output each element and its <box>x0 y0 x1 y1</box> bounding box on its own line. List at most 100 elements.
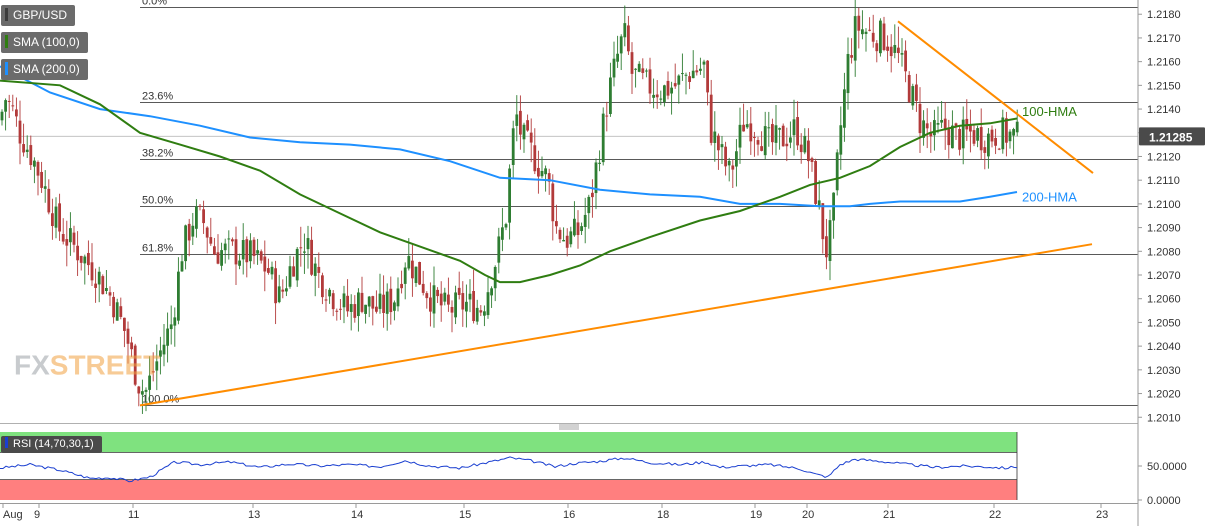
candle-body <box>472 291 475 322</box>
candle-body <box>799 144 803 153</box>
candle-body <box>137 386 141 394</box>
legend-swatch <box>5 8 8 21</box>
candle-body <box>119 306 123 317</box>
candle-body <box>393 302 396 311</box>
candle-body <box>486 292 490 316</box>
legend-instrument[interactable]: GBP/USD <box>1 5 76 26</box>
legend-label: SMA (200,0) <box>13 62 80 76</box>
price-tick-label: 1.2150 <box>1147 80 1181 92</box>
candle-body <box>299 247 303 249</box>
candle-body <box>504 224 508 228</box>
time-tick-label: 20 <box>802 509 814 521</box>
candle-body <box>623 23 627 38</box>
price-tick-label: 1.2010 <box>1147 412 1181 424</box>
candle-body <box>400 283 403 289</box>
candle-body <box>112 296 115 318</box>
candle-body <box>447 294 450 305</box>
candle-body <box>195 206 198 229</box>
candle-body <box>853 16 857 61</box>
candle-body <box>295 248 299 281</box>
candle-body <box>123 317 126 331</box>
candle-body <box>234 239 238 265</box>
rsi-tick-label: 50.0000 <box>1147 461 1187 473</box>
candle-body <box>83 256 87 264</box>
candle-body <box>468 293 472 300</box>
rsi-overbought-zone <box>0 432 1017 453</box>
rsi-legend[interactable]: RSI (14,70,30,1) <box>1 436 102 453</box>
candle-body <box>90 262 94 281</box>
candle-body <box>285 288 288 292</box>
candle-body <box>241 240 245 260</box>
candle-body <box>47 188 51 213</box>
candle-body <box>205 227 209 238</box>
candle-body <box>436 289 439 297</box>
hma100-annotation: 100-HMA <box>1022 104 1077 119</box>
candle-body <box>79 255 83 263</box>
candle-body <box>173 317 177 326</box>
candle-body <box>184 225 187 262</box>
candle-body <box>130 342 133 350</box>
candle-body <box>753 136 756 138</box>
candle-body <box>479 310 483 313</box>
price-tick-label: 1.2070 <box>1147 270 1181 282</box>
candle-body <box>414 266 418 283</box>
legend-sma100[interactable]: SMA (100,0) <box>1 32 88 53</box>
candle-body <box>263 256 267 272</box>
candle-body <box>915 84 918 101</box>
candle-body <box>43 186 47 189</box>
candle-body <box>562 239 565 242</box>
candle-body <box>551 183 555 222</box>
candle-body <box>796 117 799 146</box>
price-tick-label: 1.2080 <box>1147 246 1181 258</box>
time-tick-label: 11 <box>128 509 139 521</box>
candle-body <box>699 68 702 71</box>
candle-body <box>587 196 591 214</box>
candle-body <box>727 160 731 166</box>
candle-body <box>461 293 465 310</box>
candle-body <box>526 120 529 131</box>
candle-body <box>493 266 497 289</box>
candle-body <box>220 250 223 266</box>
candle-body <box>97 271 101 285</box>
candle-body <box>979 127 983 151</box>
candle-body <box>353 304 357 318</box>
candle-body <box>346 295 349 312</box>
legend-swatch <box>5 62 8 75</box>
candle-body <box>720 144 724 148</box>
candle-body <box>339 308 342 310</box>
candle-body <box>382 294 385 314</box>
candle-body <box>360 292 364 312</box>
candle-body <box>454 292 457 318</box>
hma100-line <box>0 79 1018 284</box>
candle-body <box>270 266 274 275</box>
candle-body <box>166 328 169 346</box>
candle-body <box>490 288 493 296</box>
candle-body <box>713 131 717 143</box>
candle-body <box>310 239 313 275</box>
rsi-oversold-zone <box>0 479 1017 500</box>
candle-body <box>634 68 637 70</box>
candle-body <box>666 80 670 96</box>
candle-body <box>735 151 738 167</box>
hma200-line <box>0 65 1018 208</box>
candle-body <box>875 43 879 52</box>
candle-body <box>7 100 11 102</box>
candle-body <box>385 291 389 314</box>
candle-body <box>673 83 677 87</box>
candle-body <box>555 221 558 227</box>
candle-body <box>580 226 583 232</box>
fibonacci-levels: 0.0%23.6%38.2%50.0%61.8%100.0% <box>0 0 1138 406</box>
candle-body <box>418 261 421 285</box>
candle-body <box>522 124 526 140</box>
candle-body <box>72 232 76 245</box>
candle-body <box>940 119 943 123</box>
candle-body <box>886 46 889 51</box>
candle-body <box>497 236 501 263</box>
candle-body <box>583 214 587 227</box>
candle-body <box>61 234 65 242</box>
candle-body <box>749 123 753 142</box>
candle-body <box>918 103 922 134</box>
candle-body <box>396 288 400 307</box>
legend-sma200[interactable]: SMA (200,0) <box>1 59 88 80</box>
